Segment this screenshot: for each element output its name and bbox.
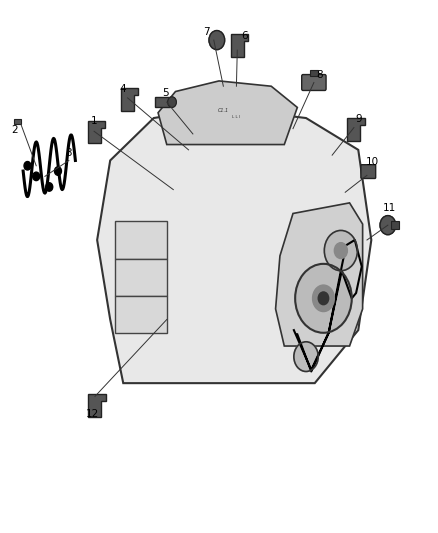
Bar [115,296,167,333]
Polygon shape [88,120,105,143]
Bar [115,221,167,259]
Polygon shape [231,34,248,57]
Text: 5: 5 [162,87,169,98]
Circle shape [313,285,334,312]
Polygon shape [97,108,371,383]
Text: 2: 2 [11,125,18,135]
Bar [115,259,167,296]
Bar [155,97,170,108]
Circle shape [168,97,177,108]
Text: 11: 11 [383,203,396,213]
Circle shape [295,264,352,333]
Polygon shape [88,394,106,417]
Circle shape [54,167,61,175]
Text: 10: 10 [366,157,379,166]
Polygon shape [276,203,363,346]
Bar [310,70,318,76]
Polygon shape [158,81,297,144]
Text: 1: 1 [91,116,97,126]
Circle shape [33,172,40,181]
Text: 6: 6 [241,31,247,41]
Text: 3: 3 [66,148,72,158]
FancyBboxPatch shape [361,165,376,179]
Text: 12: 12 [86,409,99,419]
Circle shape [294,342,318,372]
Polygon shape [347,118,365,141]
Circle shape [24,161,31,170]
FancyBboxPatch shape [302,75,326,91]
Circle shape [380,216,396,235]
Text: 4: 4 [119,84,126,94]
Bar [14,119,21,124]
Text: 9: 9 [356,114,363,124]
Circle shape [318,292,328,305]
Text: C1.1: C1.1 [218,108,229,112]
Text: 8: 8 [316,70,322,79]
Text: 7: 7 [204,27,210,37]
Text: L L l: L L l [232,115,240,119]
Polygon shape [121,88,138,111]
Circle shape [46,183,53,191]
Circle shape [334,243,347,259]
Circle shape [209,30,225,50]
Bar [391,221,399,229]
Circle shape [324,230,357,271]
